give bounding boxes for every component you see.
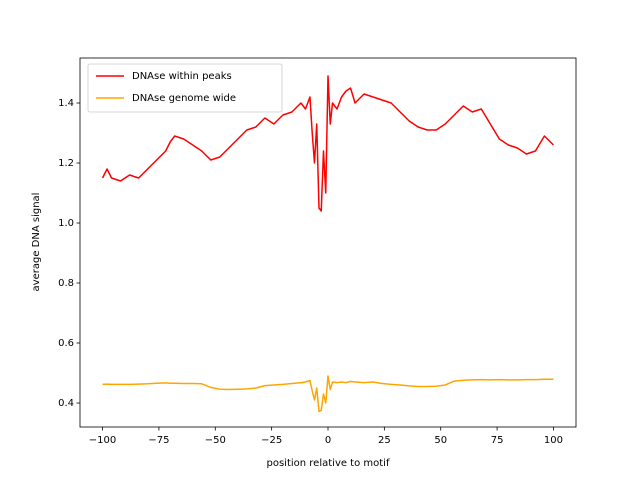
y-axis-label: average DNA signal [31, 193, 42, 292]
legend-box [87, 63, 283, 113]
x-tick-label: 0 [325, 435, 331, 446]
y-tick-label: 0.4 [58, 398, 74, 409]
x-tick-label: 100 [544, 435, 563, 446]
x-tick-label: 75 [491, 435, 504, 446]
y-tick-label: 0.8 [58, 278, 74, 289]
x-tick-label: −25 [261, 435, 282, 446]
x-axis-label: position relative to motif [267, 458, 390, 469]
series-line [102, 375, 554, 413]
y-tick-label: 1.4 [58, 98, 74, 109]
legend-label: DNAse genome wide [132, 93, 236, 104]
legend-label: DNAse within peaks [132, 71, 232, 82]
series-line [101, 75, 554, 212]
x-tick-label: −75 [148, 435, 169, 446]
y-tick-label: 1.0 [58, 218, 74, 229]
x-tick-label: −50 [205, 435, 226, 446]
plot-frame [79, 57, 577, 428]
y-tick-label: 1.2 [58, 158, 74, 169]
x-tick-label: 25 [378, 435, 391, 446]
x-tick-label: −100 [89, 435, 116, 446]
x-tick-label: 50 [434, 435, 447, 446]
y-tick-label: 0.6 [58, 338, 74, 349]
